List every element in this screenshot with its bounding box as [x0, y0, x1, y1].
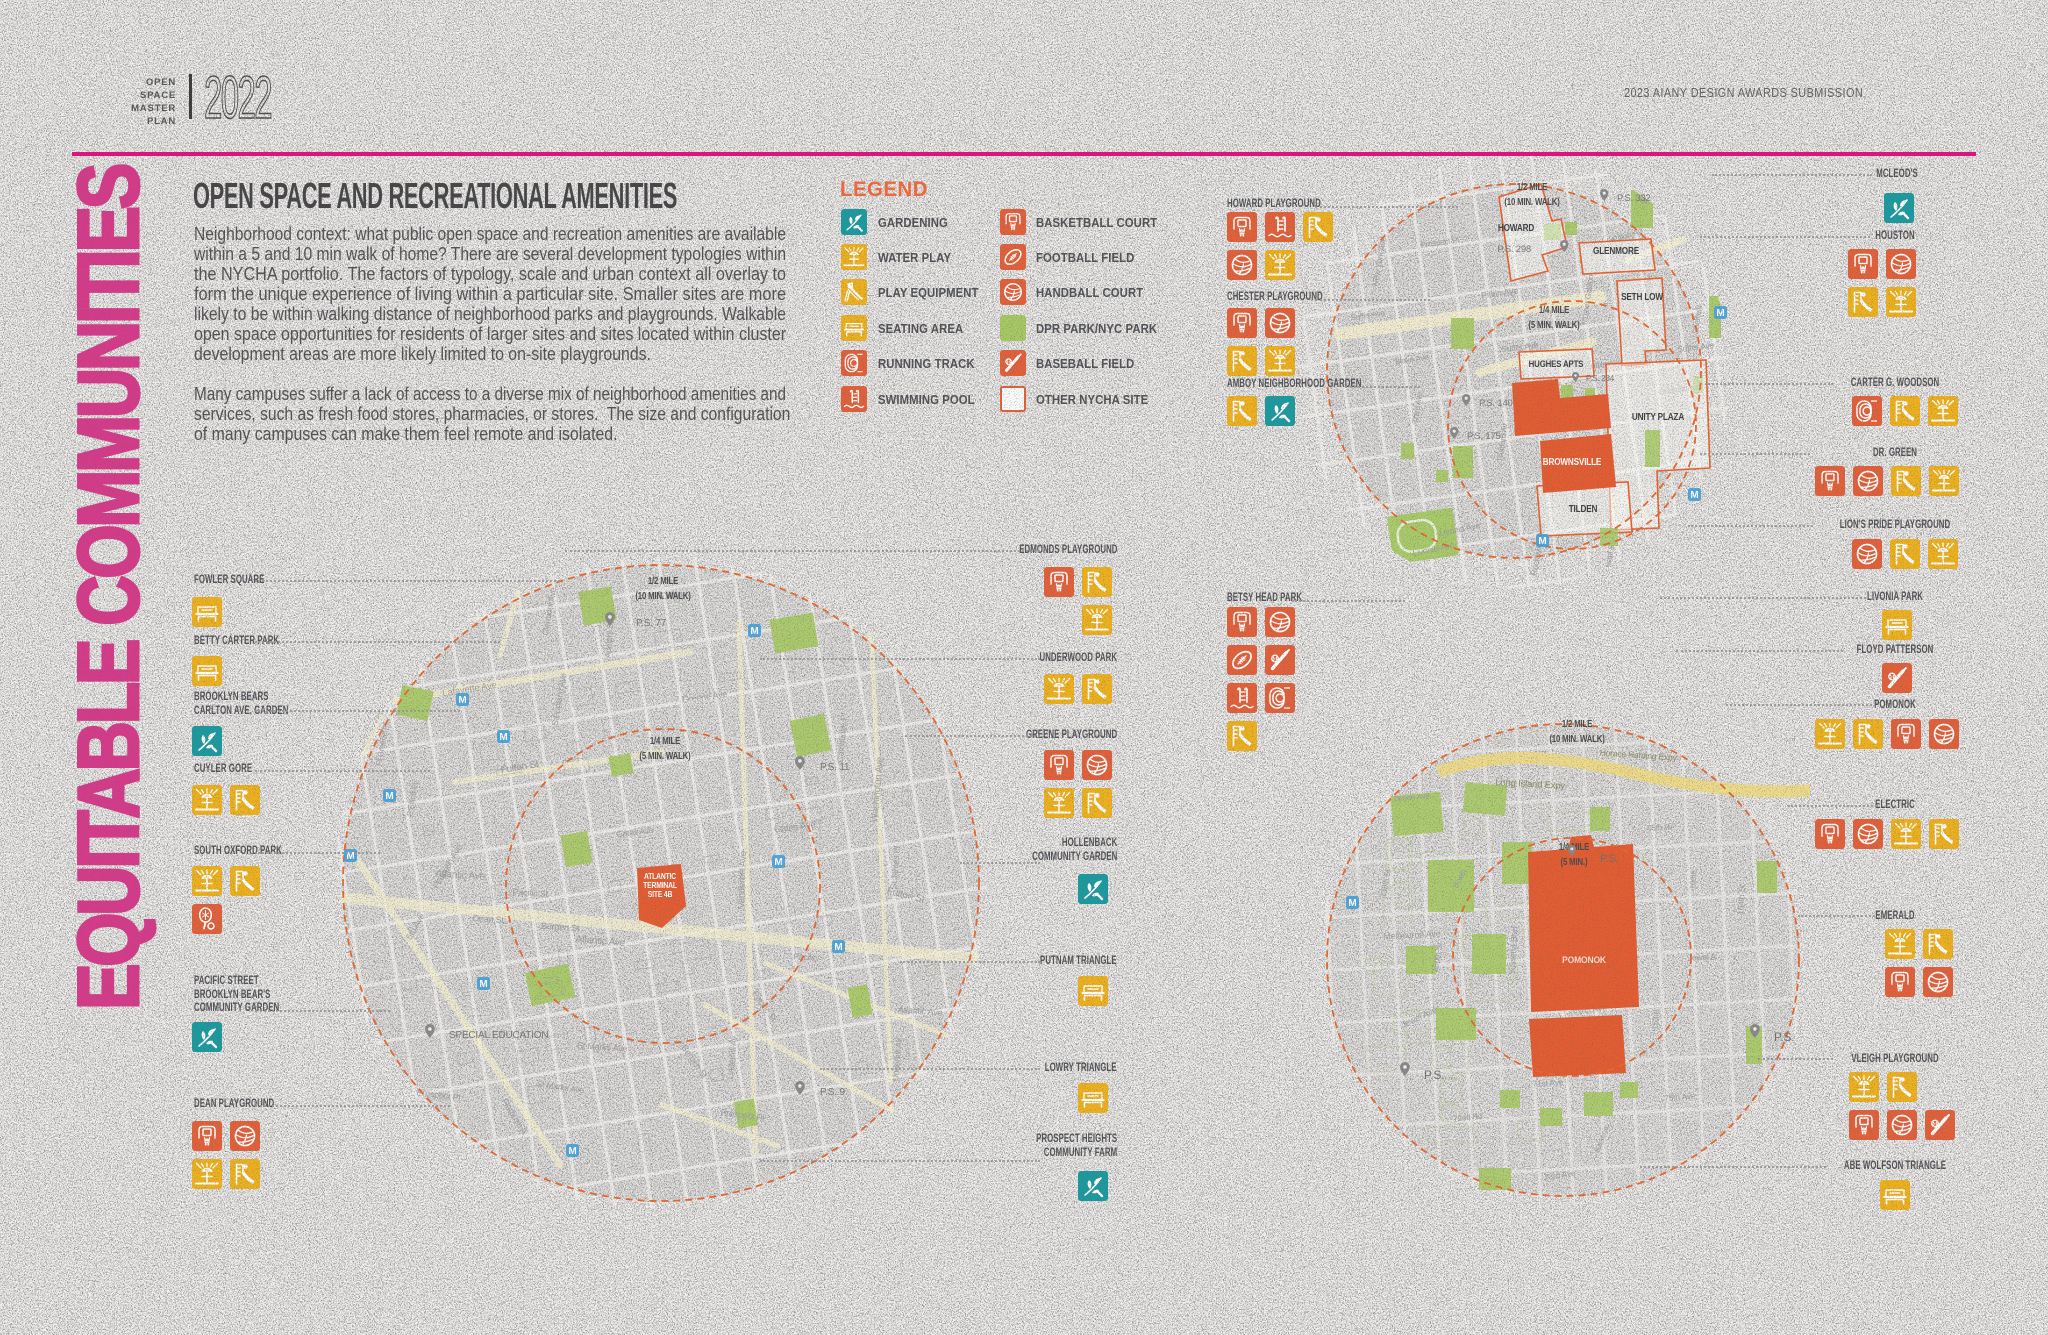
svg-text:(10 MIN. WALK): (10 MIN. WALK) — [1549, 733, 1605, 744]
svg-text:P.S. 11: P.S. 11 — [820, 762, 850, 773]
svg-text:71st Ave: 71st Ave — [1532, 1077, 1564, 1089]
svg-text:1/2 MILE: 1/2 MILE — [1562, 718, 1593, 729]
svg-text:M: M — [458, 695, 466, 706]
svg-text:65th Av: 65th Av — [1647, 822, 1673, 832]
svg-text:GLENMORE: GLENMORE — [1593, 245, 1639, 256]
svg-text:M: M — [1348, 898, 1356, 909]
svg-text:M: M — [1716, 308, 1724, 319]
svg-text:P.S. 332: P.S. 332 — [1617, 193, 1651, 204]
svg-text:(5 MIN. WALK): (5 MIN. WALK) — [639, 750, 690, 761]
svg-text:HUGHES APTS: HUGHES APTS — [1529, 358, 1584, 369]
svg-text:(10 MIN. WALK): (10 MIN. WALK) — [1504, 196, 1560, 207]
svg-text:153rd: 153rd — [1650, 1010, 1660, 1030]
svg-text:POMONOK: POMONOK — [1562, 955, 1606, 966]
svg-text:(5 MIN.): (5 MIN.) — [1561, 856, 1588, 867]
svg-text:M: M — [750, 626, 758, 637]
svg-text:TILDEN: TILDEN — [1569, 503, 1598, 514]
svg-text:M: M — [479, 979, 487, 990]
svg-text:Clifton: Clifton — [899, 630, 924, 643]
svg-text:SETH LOW: SETH LOW — [1621, 291, 1663, 302]
svg-text:Vanderbilt Av: Vanderbilt Av — [424, 591, 441, 636]
svg-text:M: M — [385, 791, 393, 802]
svg-text:(10 MIN. WALK): (10 MIN. WALK) — [635, 590, 691, 601]
svg-text:P.S.: P.S. — [1600, 853, 1619, 865]
svg-text:1/2 MILE: 1/2 MILE — [648, 575, 679, 586]
svg-text:P.S. 284: P.S. 284 — [1586, 374, 1615, 383]
svg-text:P.S.: P.S. — [1424, 1068, 1444, 1082]
svg-text:M: M — [774, 857, 782, 868]
svg-text:1/4 MILE: 1/4 MILE — [650, 735, 681, 746]
svg-text:P.S.: P.S. — [1774, 1030, 1794, 1044]
svg-text:M: M — [1690, 490, 1698, 501]
svg-text:P.S. 140: P.S. 140 — [1479, 398, 1513, 409]
svg-text:SITE 4B: SITE 4B — [648, 889, 673, 899]
svg-text:HOWARD: HOWARD — [1498, 222, 1535, 233]
svg-text:M: M — [1538, 536, 1546, 547]
svg-text:Vanderbilt Ave: Vanderbilt Ave — [736, 851, 749, 909]
svg-text:BROWNSVILLE: BROWNSVILLE — [1543, 456, 1601, 467]
svg-text:UNITY PLAZA: UNITY PLAZA — [1632, 411, 1685, 422]
svg-text:M: M — [834, 942, 842, 953]
svg-text:M: M — [499, 732, 507, 743]
svg-text:P.S. 298: P.S. 298 — [1497, 244, 1531, 255]
svg-text:1/4 MILE: 1/4 MILE — [1539, 304, 1570, 315]
svg-text:(5 MIN. WALK): (5 MIN. WALK) — [1528, 319, 1579, 330]
svg-text:Horace: Horace — [1718, 769, 1744, 779]
svg-text:1/2 MILE: 1/2 MILE — [1517, 181, 1548, 192]
svg-text:160th: 160th — [1688, 870, 1698, 890]
svg-text:Jewel A: Jewel A — [1688, 951, 1717, 962]
svg-text:SPECIAL EDUCATION: SPECIAL EDUCATION — [449, 1030, 548, 1041]
svg-text:Pacific: Pacific — [793, 951, 818, 963]
svg-text:M: M — [568, 1146, 576, 1157]
svg-text:P.S. 77: P.S. 77 — [636, 618, 667, 629]
svg-text:P.S. 9: P.S. 9 — [820, 1087, 845, 1098]
svg-text:P.S. 175: P.S. 175 — [1467, 431, 1501, 442]
